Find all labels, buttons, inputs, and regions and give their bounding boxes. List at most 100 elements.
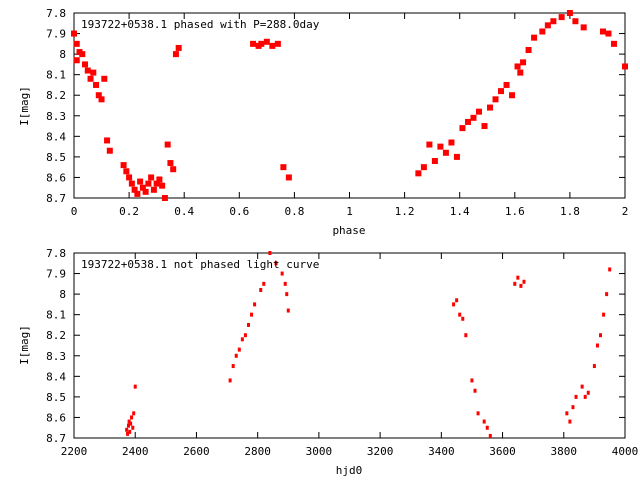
data-point bbox=[87, 75, 94, 82]
data-point bbox=[120, 162, 127, 169]
data-point bbox=[592, 364, 596, 369]
data-point bbox=[73, 40, 80, 47]
y-tick-label: 7.8 bbox=[46, 247, 66, 260]
data-point bbox=[482, 419, 486, 424]
data-point bbox=[470, 378, 474, 383]
data-point bbox=[269, 42, 276, 49]
data-point bbox=[280, 164, 287, 171]
data-point bbox=[240, 337, 244, 342]
y-tick-label: 8.1 bbox=[46, 69, 66, 82]
data-point bbox=[274, 261, 278, 266]
data-point bbox=[513, 281, 517, 286]
data-point bbox=[595, 343, 599, 348]
y-tick-label: 8.7 bbox=[46, 192, 66, 205]
data-point bbox=[142, 188, 149, 195]
data-point bbox=[519, 283, 523, 288]
data-point bbox=[228, 378, 232, 383]
y-tick-label: 7.9 bbox=[46, 28, 66, 41]
data-point bbox=[602, 312, 606, 317]
x-axis-ticks: 2200 2400 2600 2800 3000 3200 3400 3600 3800 4000 bbox=[61, 253, 639, 458]
x-tick-label: 4000 bbox=[612, 445, 639, 458]
x-tick-label: 0.8 bbox=[284, 205, 304, 218]
data-point bbox=[453, 153, 460, 160]
data-point bbox=[487, 104, 494, 111]
x-tick-label: 2800 bbox=[244, 445, 271, 458]
data-point bbox=[285, 174, 292, 181]
data-point bbox=[488, 433, 492, 438]
data-point bbox=[572, 18, 579, 25]
data-point bbox=[498, 88, 505, 95]
data-point bbox=[123, 168, 130, 175]
data-point bbox=[461, 316, 465, 321]
data-point bbox=[566, 10, 573, 16]
data-point bbox=[98, 96, 105, 103]
data-point bbox=[608, 267, 612, 272]
data-point bbox=[237, 347, 241, 352]
data-point bbox=[583, 394, 587, 399]
y-tick-label: 8 bbox=[59, 48, 66, 61]
data-point bbox=[150, 186, 157, 193]
data-point bbox=[128, 180, 135, 187]
data-points bbox=[71, 10, 628, 201]
data-point bbox=[283, 281, 287, 286]
data-point bbox=[131, 425, 135, 430]
data-point bbox=[476, 411, 480, 416]
y-tick-label: 8.1 bbox=[46, 309, 66, 322]
x-tick-label: 2600 bbox=[183, 445, 210, 458]
data-point bbox=[262, 281, 266, 286]
data-point bbox=[426, 141, 433, 148]
data-point bbox=[448, 139, 455, 146]
data-point bbox=[71, 30, 77, 37]
data-point bbox=[539, 28, 546, 35]
data-point bbox=[243, 333, 247, 338]
data-point bbox=[503, 81, 510, 88]
data-point bbox=[437, 143, 444, 150]
x-tick-label: 1.4 bbox=[450, 205, 470, 218]
x-tick-label: 1 bbox=[346, 205, 353, 218]
y-tick-label: 8.7 bbox=[46, 432, 66, 445]
data-point bbox=[246, 322, 250, 327]
x-axis-ticks: 0 0.2 0.4 0.6 0.8 1 1.2 1.4 1.6 1.8 2 bbox=[71, 13, 628, 218]
data-point bbox=[531, 34, 538, 41]
y-axis-label: I[mag] bbox=[18, 325, 31, 365]
data-point bbox=[172, 51, 179, 58]
data-point bbox=[153, 180, 160, 187]
data-point bbox=[586, 390, 590, 395]
data-point bbox=[280, 271, 284, 276]
data-point bbox=[250, 312, 254, 317]
data-point bbox=[599, 333, 603, 338]
data-point bbox=[134, 190, 141, 197]
y-tick-label: 8.6 bbox=[46, 171, 66, 184]
x-tick-label: 0.4 bbox=[174, 205, 194, 218]
plot-frame bbox=[73, 12, 626, 199]
data-point bbox=[253, 302, 257, 307]
data-point bbox=[95, 92, 102, 99]
data-point bbox=[175, 44, 182, 51]
y-tick-label: 8.3 bbox=[46, 110, 66, 123]
x-tick-label: 0.2 bbox=[119, 205, 139, 218]
plot-frame bbox=[73, 252, 626, 439]
data-point bbox=[459, 125, 466, 132]
y-tick-label: 8.4 bbox=[46, 130, 66, 143]
data-point bbox=[139, 184, 146, 191]
data-point bbox=[580, 384, 584, 389]
data-point bbox=[286, 308, 290, 313]
data-point bbox=[126, 174, 133, 181]
data-point bbox=[164, 141, 171, 148]
data-point bbox=[127, 419, 131, 424]
data-point bbox=[565, 411, 569, 416]
data-point bbox=[517, 69, 524, 76]
data-point bbox=[458, 312, 462, 317]
data-point bbox=[568, 419, 572, 424]
data-point bbox=[544, 22, 551, 29]
data-point bbox=[516, 275, 520, 280]
data-point bbox=[442, 149, 449, 156]
y-tick-label: 8.2 bbox=[46, 329, 66, 342]
data-point bbox=[464, 118, 471, 125]
y-tick-label: 8.2 bbox=[46, 89, 66, 102]
data-point bbox=[415, 170, 422, 177]
data-point bbox=[558, 14, 565, 21]
x-tick-label: 3000 bbox=[306, 445, 333, 458]
data-point bbox=[285, 292, 289, 297]
data-point bbox=[481, 123, 488, 130]
